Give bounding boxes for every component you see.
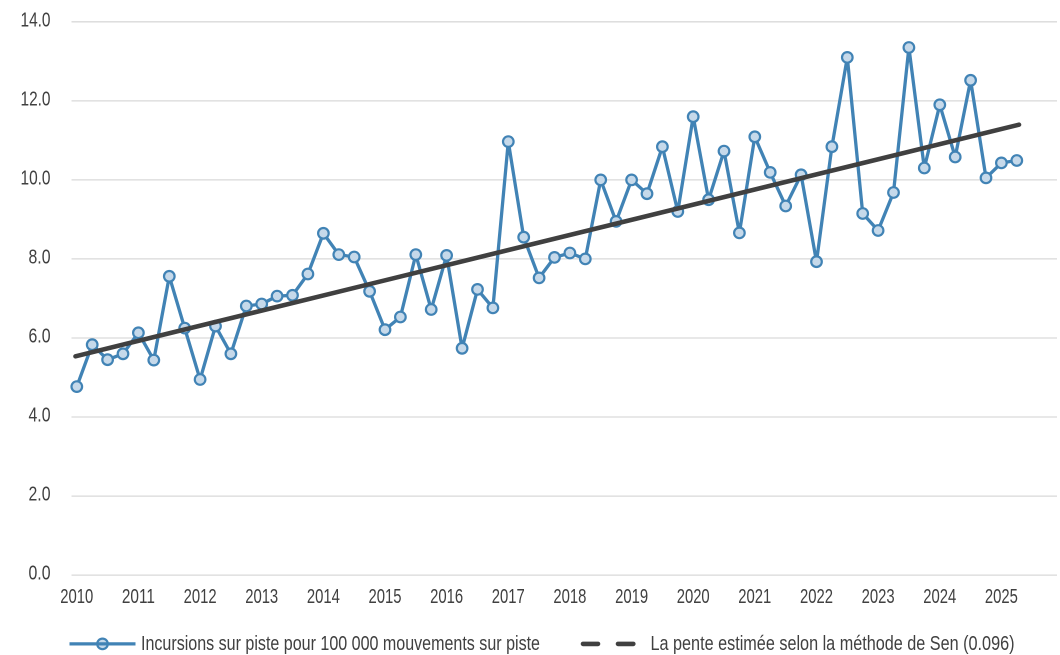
svg-text:2012: 2012 bbox=[184, 586, 217, 608]
svg-text:2025: 2025 bbox=[985, 586, 1018, 608]
svg-text:6.0: 6.0 bbox=[29, 326, 51, 348]
svg-text:2021: 2021 bbox=[738, 586, 771, 608]
svg-text:2019: 2019 bbox=[615, 586, 648, 608]
svg-text:14.0: 14.0 bbox=[21, 9, 51, 31]
svg-text:2017: 2017 bbox=[492, 586, 525, 608]
svg-text:2014: 2014 bbox=[307, 586, 340, 608]
svg-text:2013: 2013 bbox=[245, 586, 278, 608]
svg-text:12.0: 12.0 bbox=[21, 88, 51, 110]
svg-text:2011: 2011 bbox=[122, 586, 155, 608]
svg-text:10.0: 10.0 bbox=[21, 167, 51, 189]
svg-text:2022: 2022 bbox=[800, 586, 833, 608]
svg-text:8.0: 8.0 bbox=[29, 246, 51, 268]
svg-text:2.0: 2.0 bbox=[29, 484, 51, 506]
svg-text:4.0: 4.0 bbox=[29, 405, 51, 427]
svg-text:2016: 2016 bbox=[430, 586, 463, 608]
svg-text:0.0: 0.0 bbox=[29, 563, 51, 585]
svg-text:La pente estimée selon la méth: La pente estimée selon la méthode de Sen… bbox=[651, 633, 1015, 655]
svg-text:2020: 2020 bbox=[677, 586, 710, 608]
svg-text:Incursions sur piste pour 100: Incursions sur piste pour 100 000 mouvem… bbox=[141, 633, 540, 655]
svg-text:2010: 2010 bbox=[60, 586, 93, 608]
svg-text:2023: 2023 bbox=[862, 586, 895, 608]
svg-text:2015: 2015 bbox=[369, 586, 402, 608]
svg-text:2018: 2018 bbox=[553, 586, 586, 608]
svg-text:2024: 2024 bbox=[923, 586, 956, 608]
